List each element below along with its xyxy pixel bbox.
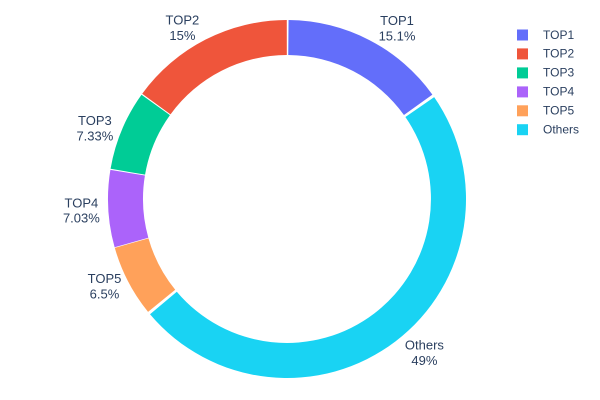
svg-text:7.03%: 7.03%	[63, 211, 100, 226]
svg-text:TOP2: TOP2	[166, 13, 200, 28]
svg-text:15%: 15%	[169, 28, 195, 43]
svg-text:TOP4: TOP4	[543, 85, 574, 99]
svg-text:TOP3: TOP3	[78, 113, 112, 128]
svg-text:49%: 49%	[411, 353, 437, 368]
svg-text:TOP5: TOP5	[543, 104, 574, 118]
svg-text:TOP2: TOP2	[543, 47, 574, 61]
svg-text:TOP3: TOP3	[543, 66, 574, 80]
svg-text:Others: Others	[543, 123, 579, 137]
svg-text:TOP4: TOP4	[65, 196, 99, 211]
svg-text:7.33%: 7.33%	[76, 128, 113, 143]
svg-text:15.1%: 15.1%	[379, 29, 416, 44]
svg-text:6.5%: 6.5%	[90, 287, 120, 302]
svg-text:TOP5: TOP5	[88, 271, 122, 286]
svg-text:Others: Others	[405, 337, 445, 352]
svg-text:TOP1: TOP1	[380, 13, 414, 28]
svg-text:TOP1: TOP1	[543, 28, 574, 42]
